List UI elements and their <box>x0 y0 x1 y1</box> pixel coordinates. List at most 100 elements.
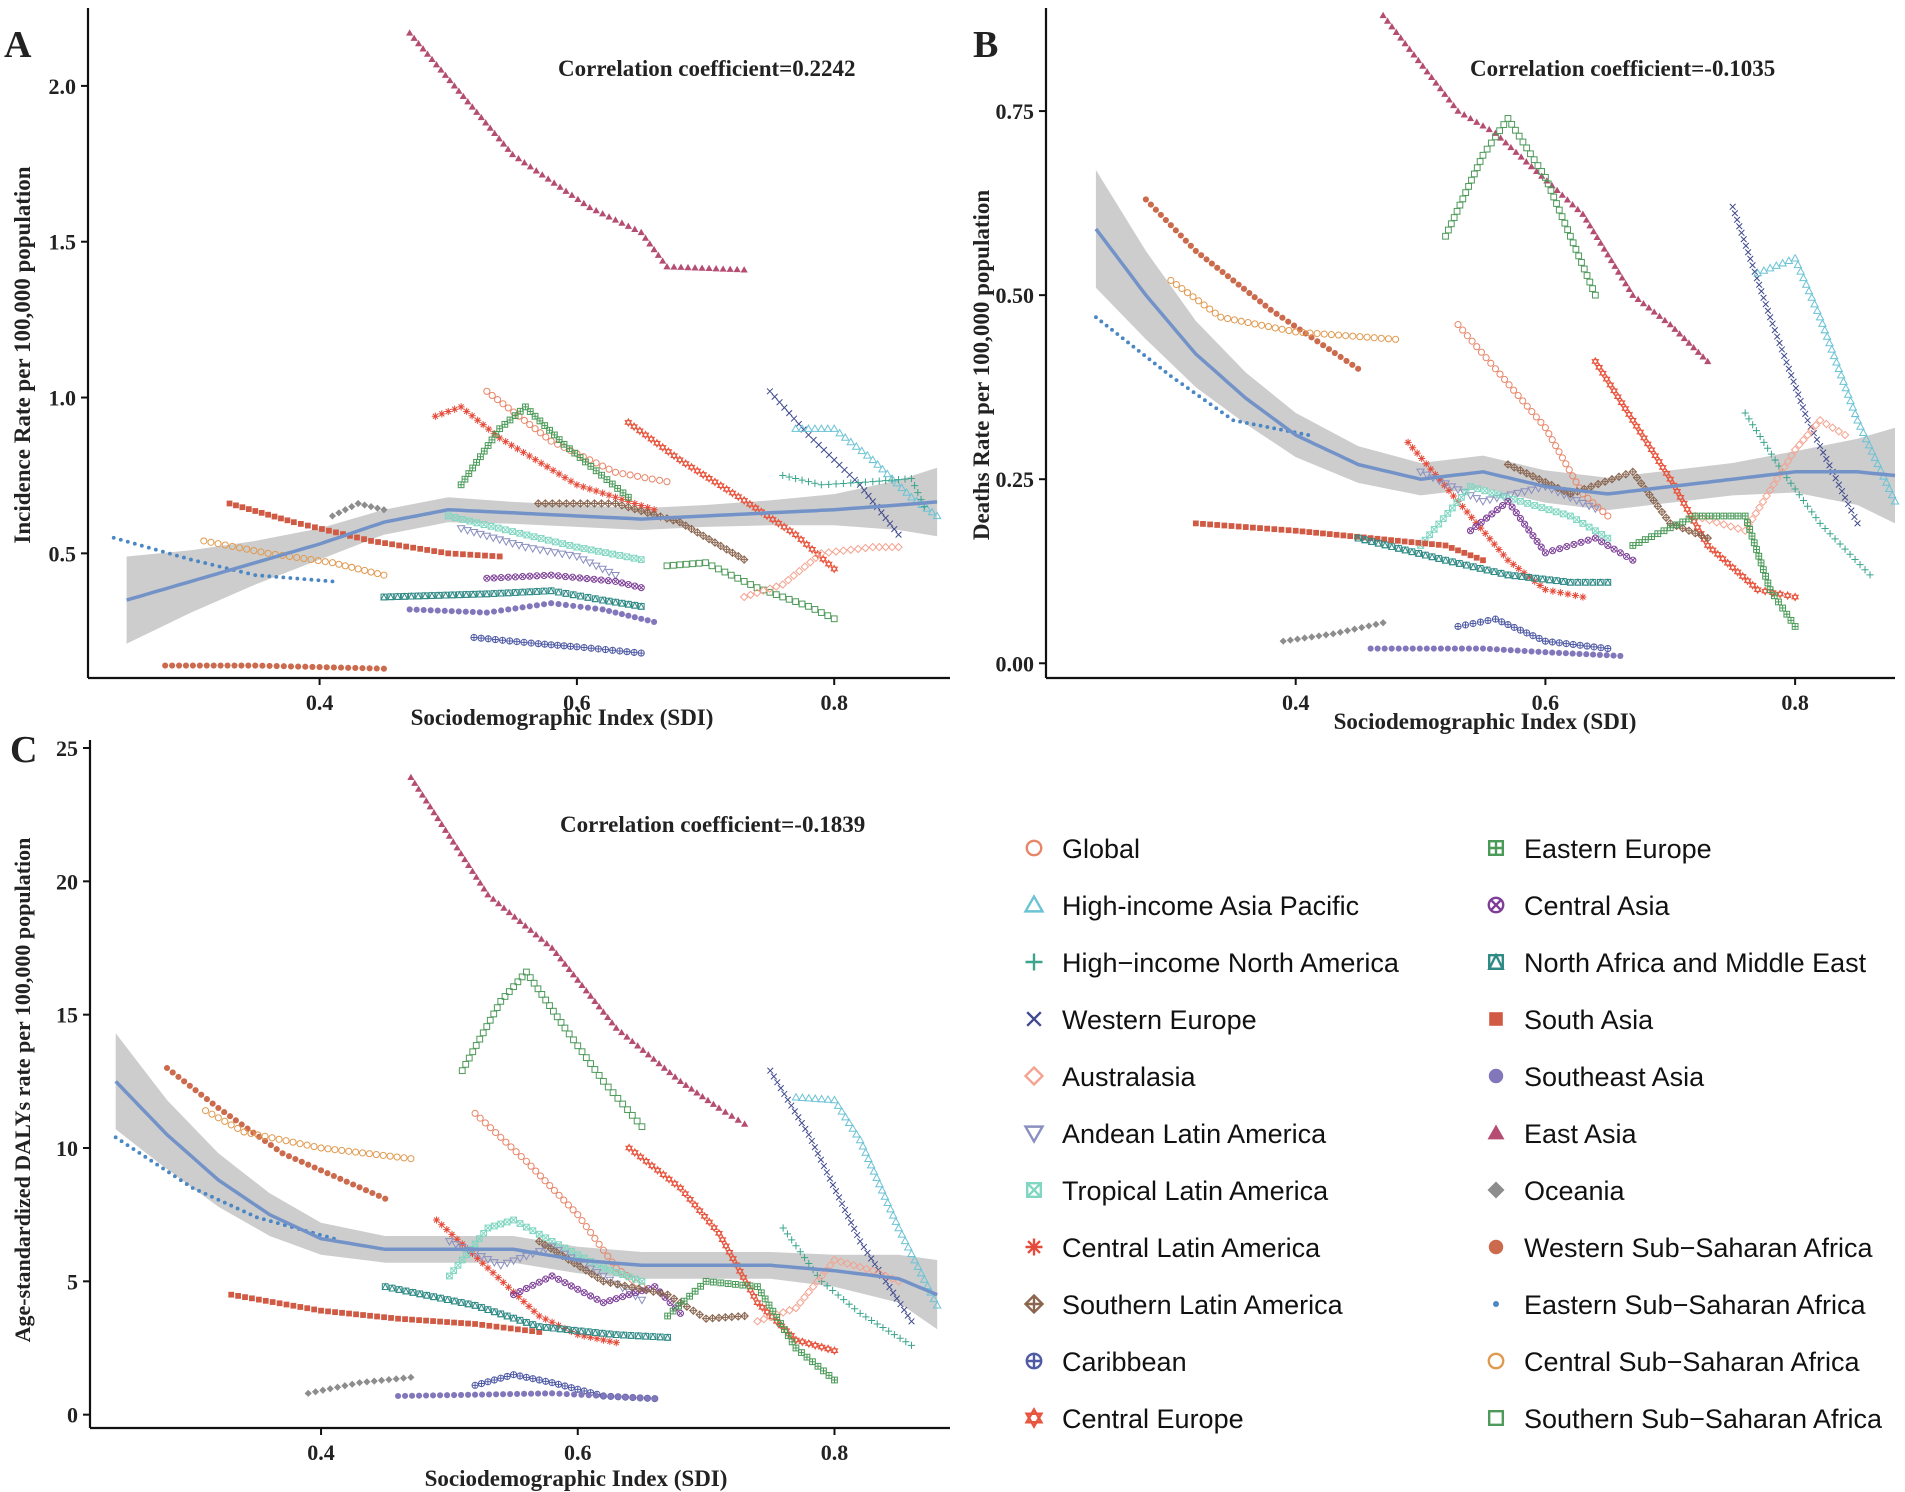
andean-latin-america-point <box>1478 498 1488 506</box>
east-asia-point <box>1379 11 1387 19</box>
north-africa-and-middle-east-point <box>387 592 395 601</box>
east-asia-point <box>495 899 503 907</box>
east-asia-point <box>532 931 540 938</box>
central-latin-america-point <box>1490 540 1498 548</box>
australasia-point <box>772 582 781 591</box>
central-europe-point <box>1625 409 1634 420</box>
high-income-asia-pacific-point <box>903 1242 913 1251</box>
central-sub-saharan-africa-point <box>1224 315 1232 323</box>
east-asia-point <box>419 45 427 52</box>
andean-latin-america-point <box>1453 486 1463 495</box>
western-sub-saharan-africa-point <box>175 1073 182 1080</box>
high-income-north-america-point <box>1745 415 1753 423</box>
tropical-latin-america-point <box>1488 489 1496 497</box>
central-sub-saharan-africa-point <box>1189 293 1197 301</box>
southern-latin-america-point <box>676 1298 685 1307</box>
east-asia-point <box>1388 23 1396 30</box>
southeast-asia-point <box>612 609 619 616</box>
legend-item-central-europe: Central Europe <box>1024 1404 1244 1434</box>
central-sub-saharan-africa-point <box>314 557 322 565</box>
central-asia-point <box>535 1278 543 1286</box>
global-point <box>1541 424 1549 432</box>
central-asia-point <box>1516 514 1525 523</box>
global-point <box>1505 381 1513 389</box>
australasia-point <box>1803 430 1812 440</box>
south-asia-point <box>409 1316 415 1323</box>
eastern-europe-point <box>1775 598 1782 606</box>
east-asia-point <box>464 98 472 105</box>
southern-sub-saharan-africa-point <box>1527 150 1534 158</box>
central-sub-saharan-africa-point <box>214 540 222 548</box>
southern-latin-america-point <box>721 1313 730 1322</box>
australasia-point <box>806 557 815 567</box>
high-income-north-america-point <box>1783 473 1791 482</box>
andean-latin-america-point <box>550 549 560 558</box>
southern-sub-saharan-africa-point <box>830 615 838 623</box>
east-asia-point <box>414 39 423 47</box>
north-africa-and-middle-east-point <box>619 1331 628 1339</box>
western-europe-point <box>1792 384 1800 392</box>
east-asia-point <box>1593 233 1601 240</box>
western-europe-point <box>815 441 823 449</box>
east-asia-point <box>592 206 600 214</box>
australasia-point <box>887 542 897 552</box>
western-sub-saharan-africa-point <box>356 1184 363 1191</box>
southeast-asia-point <box>469 608 476 616</box>
central-asia-point <box>1604 541 1612 550</box>
global-point <box>507 1143 515 1151</box>
central-asia-point <box>1570 540 1578 548</box>
central-latin-america-point <box>580 1332 588 1340</box>
east-asia-point <box>1586 222 1594 229</box>
panel-c-x-tick-label: 0.8 <box>821 1440 849 1465</box>
western-sub-saharan-africa-point <box>343 1178 350 1185</box>
central-sub-saharan-africa-point <box>261 1132 269 1140</box>
western-europe-point <box>1785 365 1793 373</box>
panel-b-y-tick-label: 0.75 <box>996 99 1035 124</box>
caribbean-point <box>470 633 478 642</box>
caribbean-point <box>623 648 631 656</box>
eastern-europe-point <box>1750 539 1758 547</box>
north-africa-and-middle-east-point <box>469 590 477 598</box>
southern-sub-saharan-africa-point <box>1496 127 1504 135</box>
north-africa-and-middle-east-point <box>611 598 620 606</box>
north-africa-and-middle-east-point <box>421 591 429 600</box>
east-asia-point <box>671 1073 679 1080</box>
western-sub-saharan-africa-point <box>182 662 190 669</box>
southeast-asia-point <box>1381 645 1388 652</box>
eastern-sub-saharan-africa-point <box>242 1209 246 1214</box>
south-asia-point <box>252 508 259 514</box>
eastern-europe-point <box>702 1277 710 1285</box>
southern-sub-saharan-africa-point <box>557 1019 565 1026</box>
eastern-europe-point <box>571 449 579 457</box>
north-africa-and-middle-east-point <box>504 588 512 597</box>
east-asia-point <box>1441 90 1449 97</box>
south-asia-point <box>262 1297 269 1304</box>
south-asia-point <box>1394 537 1401 544</box>
central-sub-saharan-africa-point <box>358 1149 367 1157</box>
central-sub-saharan-africa-point <box>221 541 229 549</box>
central-europe-point <box>1602 374 1611 384</box>
east-asia-point <box>676 1077 685 1085</box>
southern-latin-america-point <box>1607 474 1617 484</box>
western-europe-point <box>860 487 868 494</box>
panel-a-smooth-line <box>126 500 938 602</box>
east-asia-point <box>472 873 480 880</box>
east-asia-point <box>591 997 599 1005</box>
southern-latin-america-point <box>740 1311 749 1321</box>
legend-eastern-europe-key <box>1488 840 1504 856</box>
legend-andean-latin-america-key <box>1023 1125 1045 1144</box>
tropical-latin-america-point <box>616 552 624 559</box>
southern-sub-saharan-africa-point <box>591 1066 599 1073</box>
southeast-asia-point <box>1514 647 1521 654</box>
legend-item-label: North Africa and Middle East <box>1524 948 1867 978</box>
series-high-income-north-america <box>1741 409 1874 579</box>
east-asia-point <box>654 251 662 258</box>
central-latin-america-point <box>457 403 465 411</box>
global-point <box>1510 386 1518 394</box>
southern-latin-america-point <box>698 531 708 541</box>
south-asia-point <box>1448 545 1455 551</box>
east-asia-point <box>1614 268 1623 275</box>
eastern-europe-point <box>1753 546 1760 553</box>
western-sub-saharan-africa-point <box>359 665 366 672</box>
central-europe-point <box>728 1253 737 1264</box>
